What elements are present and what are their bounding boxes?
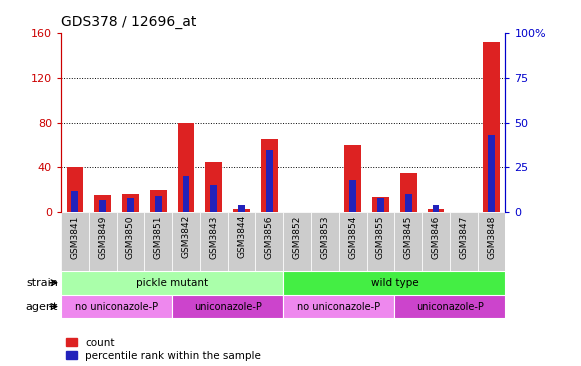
Bar bbox=[283, 212, 311, 271]
Text: uniconazole-P: uniconazole-P bbox=[193, 302, 261, 311]
Bar bbox=[400, 173, 417, 212]
Text: GSM3841: GSM3841 bbox=[70, 215, 80, 259]
Bar bbox=[71, 191, 78, 212]
Text: wild type: wild type bbox=[371, 278, 418, 288]
Bar bbox=[367, 212, 394, 271]
Bar bbox=[488, 135, 495, 212]
Text: pickle mutant: pickle mutant bbox=[136, 278, 208, 288]
Text: GSM3856: GSM3856 bbox=[265, 215, 274, 259]
Bar bbox=[61, 212, 89, 271]
Text: GSM3851: GSM3851 bbox=[154, 215, 163, 259]
Bar bbox=[377, 198, 384, 212]
Bar bbox=[89, 212, 117, 271]
Text: GSM3847: GSM3847 bbox=[460, 215, 468, 259]
Text: GSM3848: GSM3848 bbox=[487, 215, 496, 259]
Bar bbox=[117, 212, 144, 271]
Bar bbox=[311, 212, 339, 271]
Bar bbox=[228, 212, 256, 271]
Bar bbox=[283, 295, 394, 318]
Bar bbox=[61, 295, 172, 318]
Text: GSM3849: GSM3849 bbox=[98, 215, 107, 259]
Bar bbox=[405, 194, 412, 212]
Bar bbox=[450, 212, 478, 271]
Bar bbox=[182, 176, 189, 212]
Legend: count, percentile rank within the sample: count, percentile rank within the sample bbox=[66, 338, 261, 361]
Bar bbox=[122, 194, 139, 212]
Bar bbox=[127, 198, 134, 212]
Text: no uniconazole-P: no uniconazole-P bbox=[75, 302, 158, 311]
Bar bbox=[206, 162, 222, 212]
Bar bbox=[178, 123, 194, 212]
Bar bbox=[238, 205, 245, 212]
Bar bbox=[266, 150, 273, 212]
Bar bbox=[256, 212, 284, 271]
Text: no uniconazole-P: no uniconazole-P bbox=[297, 302, 381, 311]
Bar bbox=[422, 212, 450, 271]
Bar bbox=[155, 196, 162, 212]
Bar bbox=[261, 139, 278, 212]
Bar bbox=[200, 212, 228, 271]
Bar bbox=[428, 209, 444, 212]
Text: GSM3853: GSM3853 bbox=[320, 215, 329, 259]
Bar bbox=[394, 212, 422, 271]
Text: strain: strain bbox=[26, 278, 58, 288]
Bar bbox=[94, 195, 111, 212]
Text: GSM3855: GSM3855 bbox=[376, 215, 385, 259]
Text: GSM3854: GSM3854 bbox=[348, 215, 357, 259]
Text: GSM3842: GSM3842 bbox=[181, 215, 191, 258]
Bar bbox=[67, 168, 83, 212]
Bar bbox=[283, 271, 505, 295]
Text: GSM3845: GSM3845 bbox=[404, 215, 413, 259]
Text: uniconazole-P: uniconazole-P bbox=[416, 302, 484, 311]
Bar bbox=[233, 209, 250, 212]
Bar bbox=[394, 295, 505, 318]
Bar bbox=[483, 42, 500, 212]
Bar bbox=[144, 212, 172, 271]
Bar bbox=[172, 212, 200, 271]
Bar bbox=[349, 180, 356, 212]
Bar bbox=[432, 205, 439, 212]
Text: GSM3846: GSM3846 bbox=[432, 215, 440, 259]
Text: GSM3850: GSM3850 bbox=[126, 215, 135, 259]
Bar bbox=[150, 190, 167, 212]
Bar bbox=[61, 271, 284, 295]
Bar bbox=[372, 197, 389, 212]
Bar bbox=[478, 212, 505, 271]
Text: GSM3852: GSM3852 bbox=[293, 215, 302, 259]
Text: GSM3843: GSM3843 bbox=[209, 215, 218, 259]
Text: GDS378 / 12696_at: GDS378 / 12696_at bbox=[61, 15, 196, 29]
Bar bbox=[99, 200, 106, 212]
Bar bbox=[345, 145, 361, 212]
Bar bbox=[210, 186, 217, 212]
Text: agent: agent bbox=[26, 302, 58, 311]
Bar bbox=[172, 295, 283, 318]
Text: GSM3844: GSM3844 bbox=[237, 215, 246, 258]
Bar bbox=[339, 212, 367, 271]
